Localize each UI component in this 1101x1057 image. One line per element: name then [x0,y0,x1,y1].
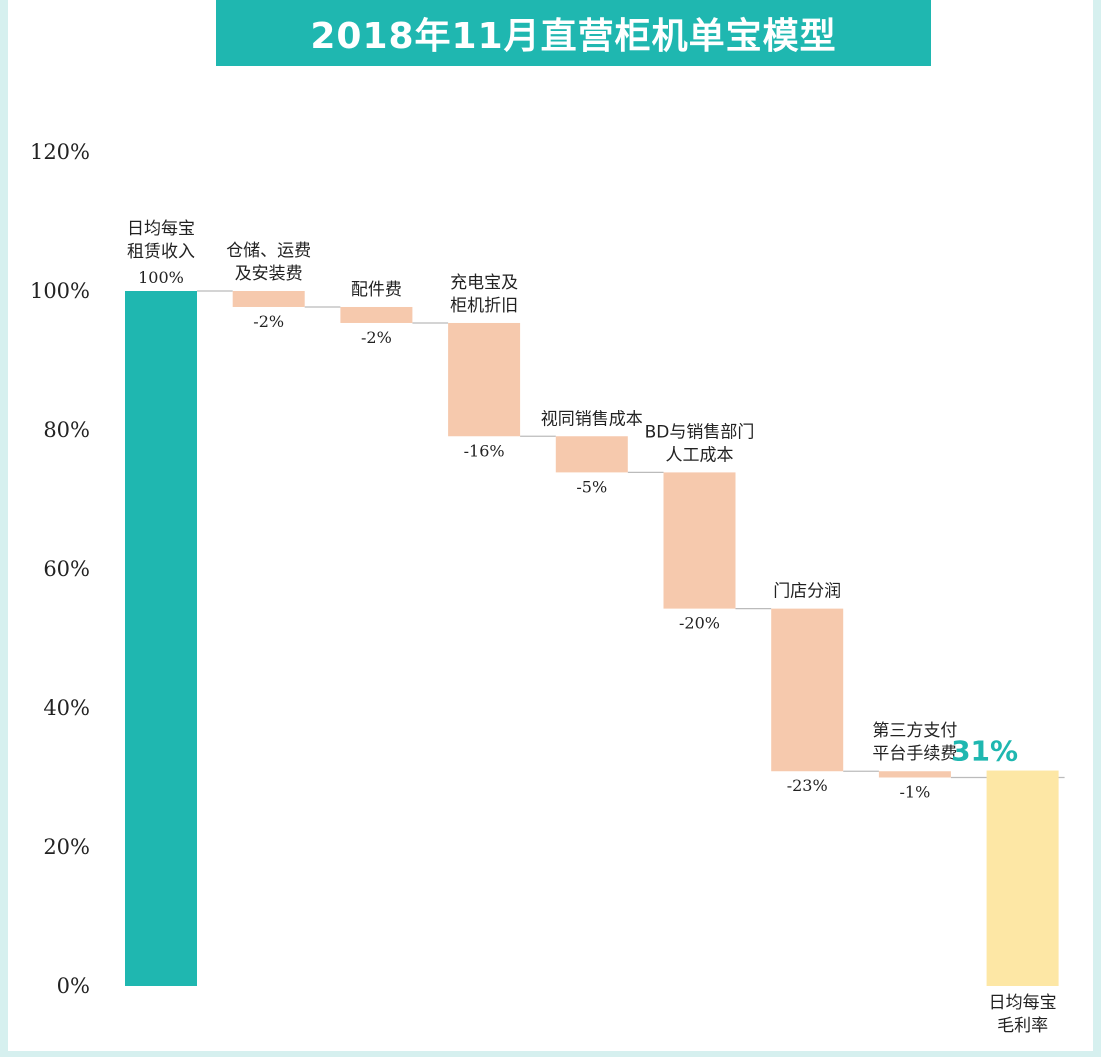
bar [340,306,413,323]
value-label: -20% [679,614,720,633]
bar [986,770,1059,986]
bar [878,771,951,778]
y-tick-label: 40% [43,696,90,720]
category-label: 充电宝及柜机折旧 [450,273,518,316]
value-label: -23% [787,776,828,795]
bars [125,291,1059,986]
value-label: -5% [576,477,607,496]
bar [555,436,628,473]
value-label: 31% [951,735,1018,768]
bar [125,291,197,986]
category-label: 日均每宝租赁收入 [127,219,195,262]
chart-title: 2018年11月直营柜机单宝模型 [216,0,931,66]
category-label: 第三方支付平台手续费 [872,721,957,764]
connectors [197,290,1065,779]
category-label: 配件费 [351,280,402,300]
bar [448,322,521,437]
category-label: 视同销售成本 [541,409,643,429]
y-tick-label: 80% [43,418,90,442]
y-tick-label: 20% [43,835,90,859]
category-label: 日均每宝毛利率 [989,993,1057,1036]
category-label: BD与销售部门人工成本 [645,422,755,465]
value-label: -2% [361,328,392,347]
bar [232,291,305,307]
category-label: 门店分润 [773,582,841,602]
y-tick-label: 60% [43,557,90,581]
bar [771,608,844,772]
value-label: 100% [138,268,184,287]
y-tick-label: 120% [30,140,90,164]
y-tick-label: 0% [57,974,90,998]
bar [663,472,736,609]
category-label: 仓储、运费及安装费 [226,241,311,284]
value-label: -16% [464,441,505,460]
value-label: -2% [253,312,284,331]
y-axis: 0% 20% 40% 60% 80% 100% 120% [30,140,90,998]
value-label: -1% [900,783,931,802]
y-tick-label: 100% [30,279,90,303]
labels: 日均每宝租赁收入 100% 仓储、运费及安装费 -2% 配件费 -2% 充电宝及柜机折旧 -1… [127,219,1057,1036]
